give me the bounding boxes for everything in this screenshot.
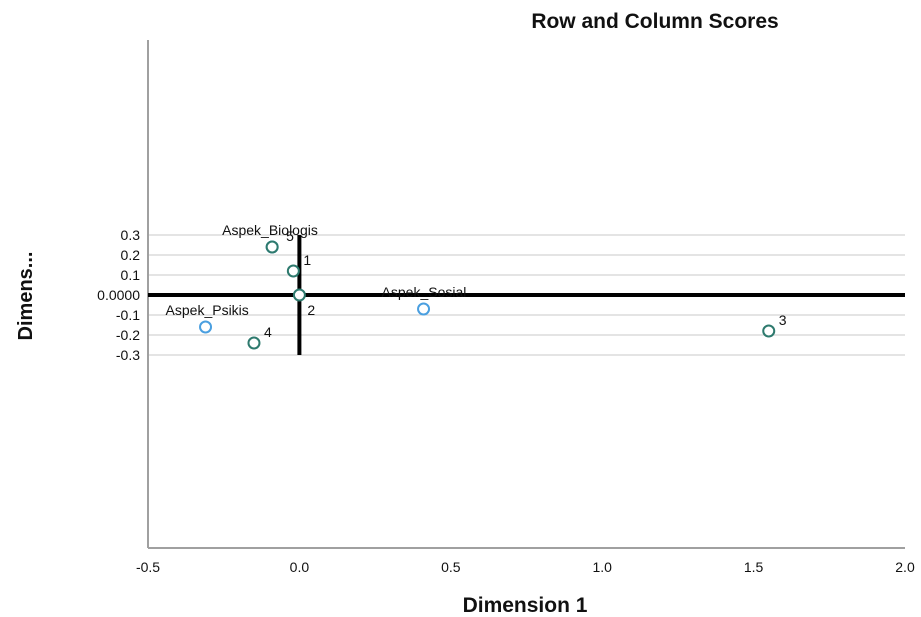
y-tick-label: -0.3 — [116, 347, 140, 363]
point-label: Aspek_Psikis — [166, 302, 249, 318]
point-label: 1 — [303, 252, 311, 268]
y-tick-label: 0.2 — [121, 247, 141, 263]
x-tick-label: 0.5 — [441, 559, 461, 575]
scatter-point — [417, 302, 431, 316]
chart-title: Row and Column Scores — [531, 10, 778, 33]
x-tick-labels: -0.5 0.0 0.5 1.0 1.5 2.0 — [136, 559, 915, 575]
scatter-point — [247, 336, 261, 350]
y-axis-label: Dimens... — [15, 252, 37, 341]
y-tick-labels: 0.3 0.2 0.1 0.0000 -0.1 -0.2 -0.3 — [97, 227, 140, 363]
point-label: Aspek_Biologis — [222, 222, 318, 238]
scatter-point — [265, 240, 279, 254]
point-label: 3 — [779, 312, 787, 328]
point-label: Aspek_Sosial — [382, 284, 467, 300]
point-label: 4 — [264, 324, 272, 340]
grid-lines — [148, 234, 905, 356]
x-tick-label: -0.5 — [136, 559, 160, 575]
x-tick-label: 1.0 — [592, 559, 612, 575]
y-tick-label: 0.1 — [121, 267, 141, 283]
scatter-point — [286, 264, 300, 278]
y-tick-label: -0.2 — [116, 327, 140, 343]
point-labels: Aspek_Biologis Aspek_Sosial Aspek_Psikis 1 2… — [166, 222, 787, 340]
x-tick-label: 1.5 — [744, 559, 764, 575]
scatter-point — [199, 320, 213, 334]
scatter-point — [762, 324, 776, 338]
point-label: 2 — [307, 302, 315, 318]
point-label: 5 — [286, 228, 294, 244]
y-tick-label: -0.1 — [116, 307, 140, 323]
scatter-point — [292, 288, 306, 302]
x-tick-label: 0.0 — [290, 559, 310, 575]
data-points — [199, 240, 776, 350]
reference-lines — [148, 235, 905, 355]
y-tick-label: 0.3 — [121, 227, 141, 243]
x-axis-label: Dimension 1 — [463, 594, 588, 617]
x-tick-label: 2.0 — [895, 559, 915, 575]
y-tick-label: 0.0000 — [97, 287, 140, 303]
